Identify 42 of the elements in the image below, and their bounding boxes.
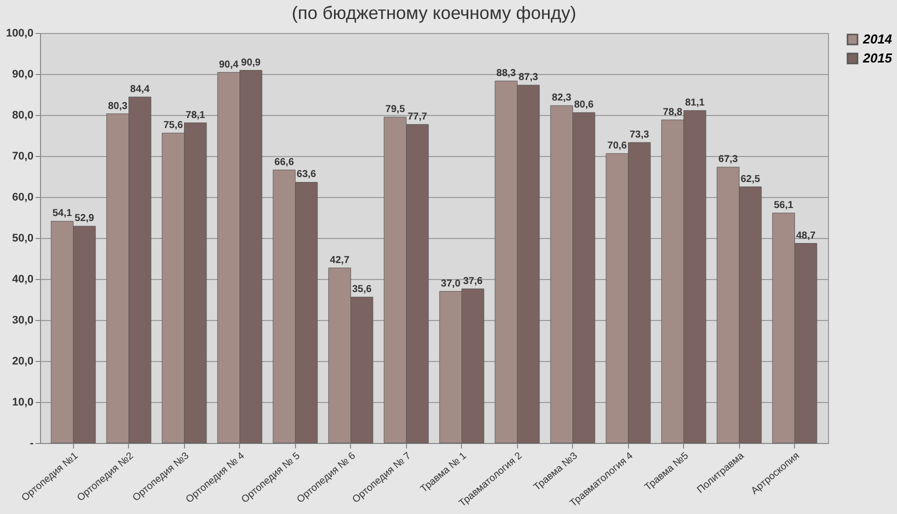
data-label: 84,4 <box>130 84 150 95</box>
data-label: 80,3 <box>108 100 128 112</box>
y-tick-label: 100,0 <box>6 28 34 40</box>
data-label: 42,7 <box>330 254 350 266</box>
y-tick-label: 30,0 <box>12 314 34 326</box>
data-label: 78,8 <box>662 106 683 118</box>
data-label: 82,3 <box>552 92 572 104</box>
data-label: 35,6 <box>352 284 372 296</box>
data-label: 62,5 <box>740 174 760 185</box>
data-label: 37,0 <box>440 278 461 290</box>
data-label: 80,6 <box>574 100 594 111</box>
data-label: 73,3 <box>630 129 650 140</box>
y-tick-label: 80,0 <box>12 110 34 122</box>
data-label: 70,6 <box>607 140 628 152</box>
data-label: 56,1 <box>774 200 794 211</box>
y-tick-label: 60,0 <box>12 192 34 204</box>
data-label: 90,4 <box>218 59 239 70</box>
data-label: 48,7 <box>796 230 816 242</box>
data-label: 78,1 <box>186 110 206 121</box>
legend-label: 2014 <box>862 32 893 46</box>
y-tick-label: 40,0 <box>12 274 34 286</box>
data-label: 37,6 <box>463 276 484 287</box>
data-label: 75,6 <box>163 120 184 132</box>
y-tick-label: - <box>30 438 34 450</box>
y-tick-label: 50,0 <box>12 232 34 244</box>
chart-title: (по бюджетному коечному фонду) <box>292 3 576 23</box>
y-tick-label: 10,0 <box>12 396 34 408</box>
data-label: 81,1 <box>685 97 705 108</box>
data-label: 88,3 <box>496 68 516 79</box>
data-label: 79,5 <box>385 104 406 116</box>
data-label: 67,3 <box>718 154 738 166</box>
data-label: 63,6 <box>296 169 317 180</box>
y-tick-label: 90,0 <box>12 68 34 80</box>
y-tick-label: 20,0 <box>12 356 34 368</box>
data-label: 54,1 <box>52 208 72 220</box>
data-label: 52,9 <box>74 213 95 224</box>
legend-label: 2015 <box>862 50 893 66</box>
data-label: 90,9 <box>241 57 262 68</box>
data-label: 66,6 <box>274 156 294 168</box>
data-label: 77,7 <box>408 111 428 122</box>
data-label: 87,3 <box>518 72 539 84</box>
y-tick-label: 70,0 <box>12 150 34 162</box>
